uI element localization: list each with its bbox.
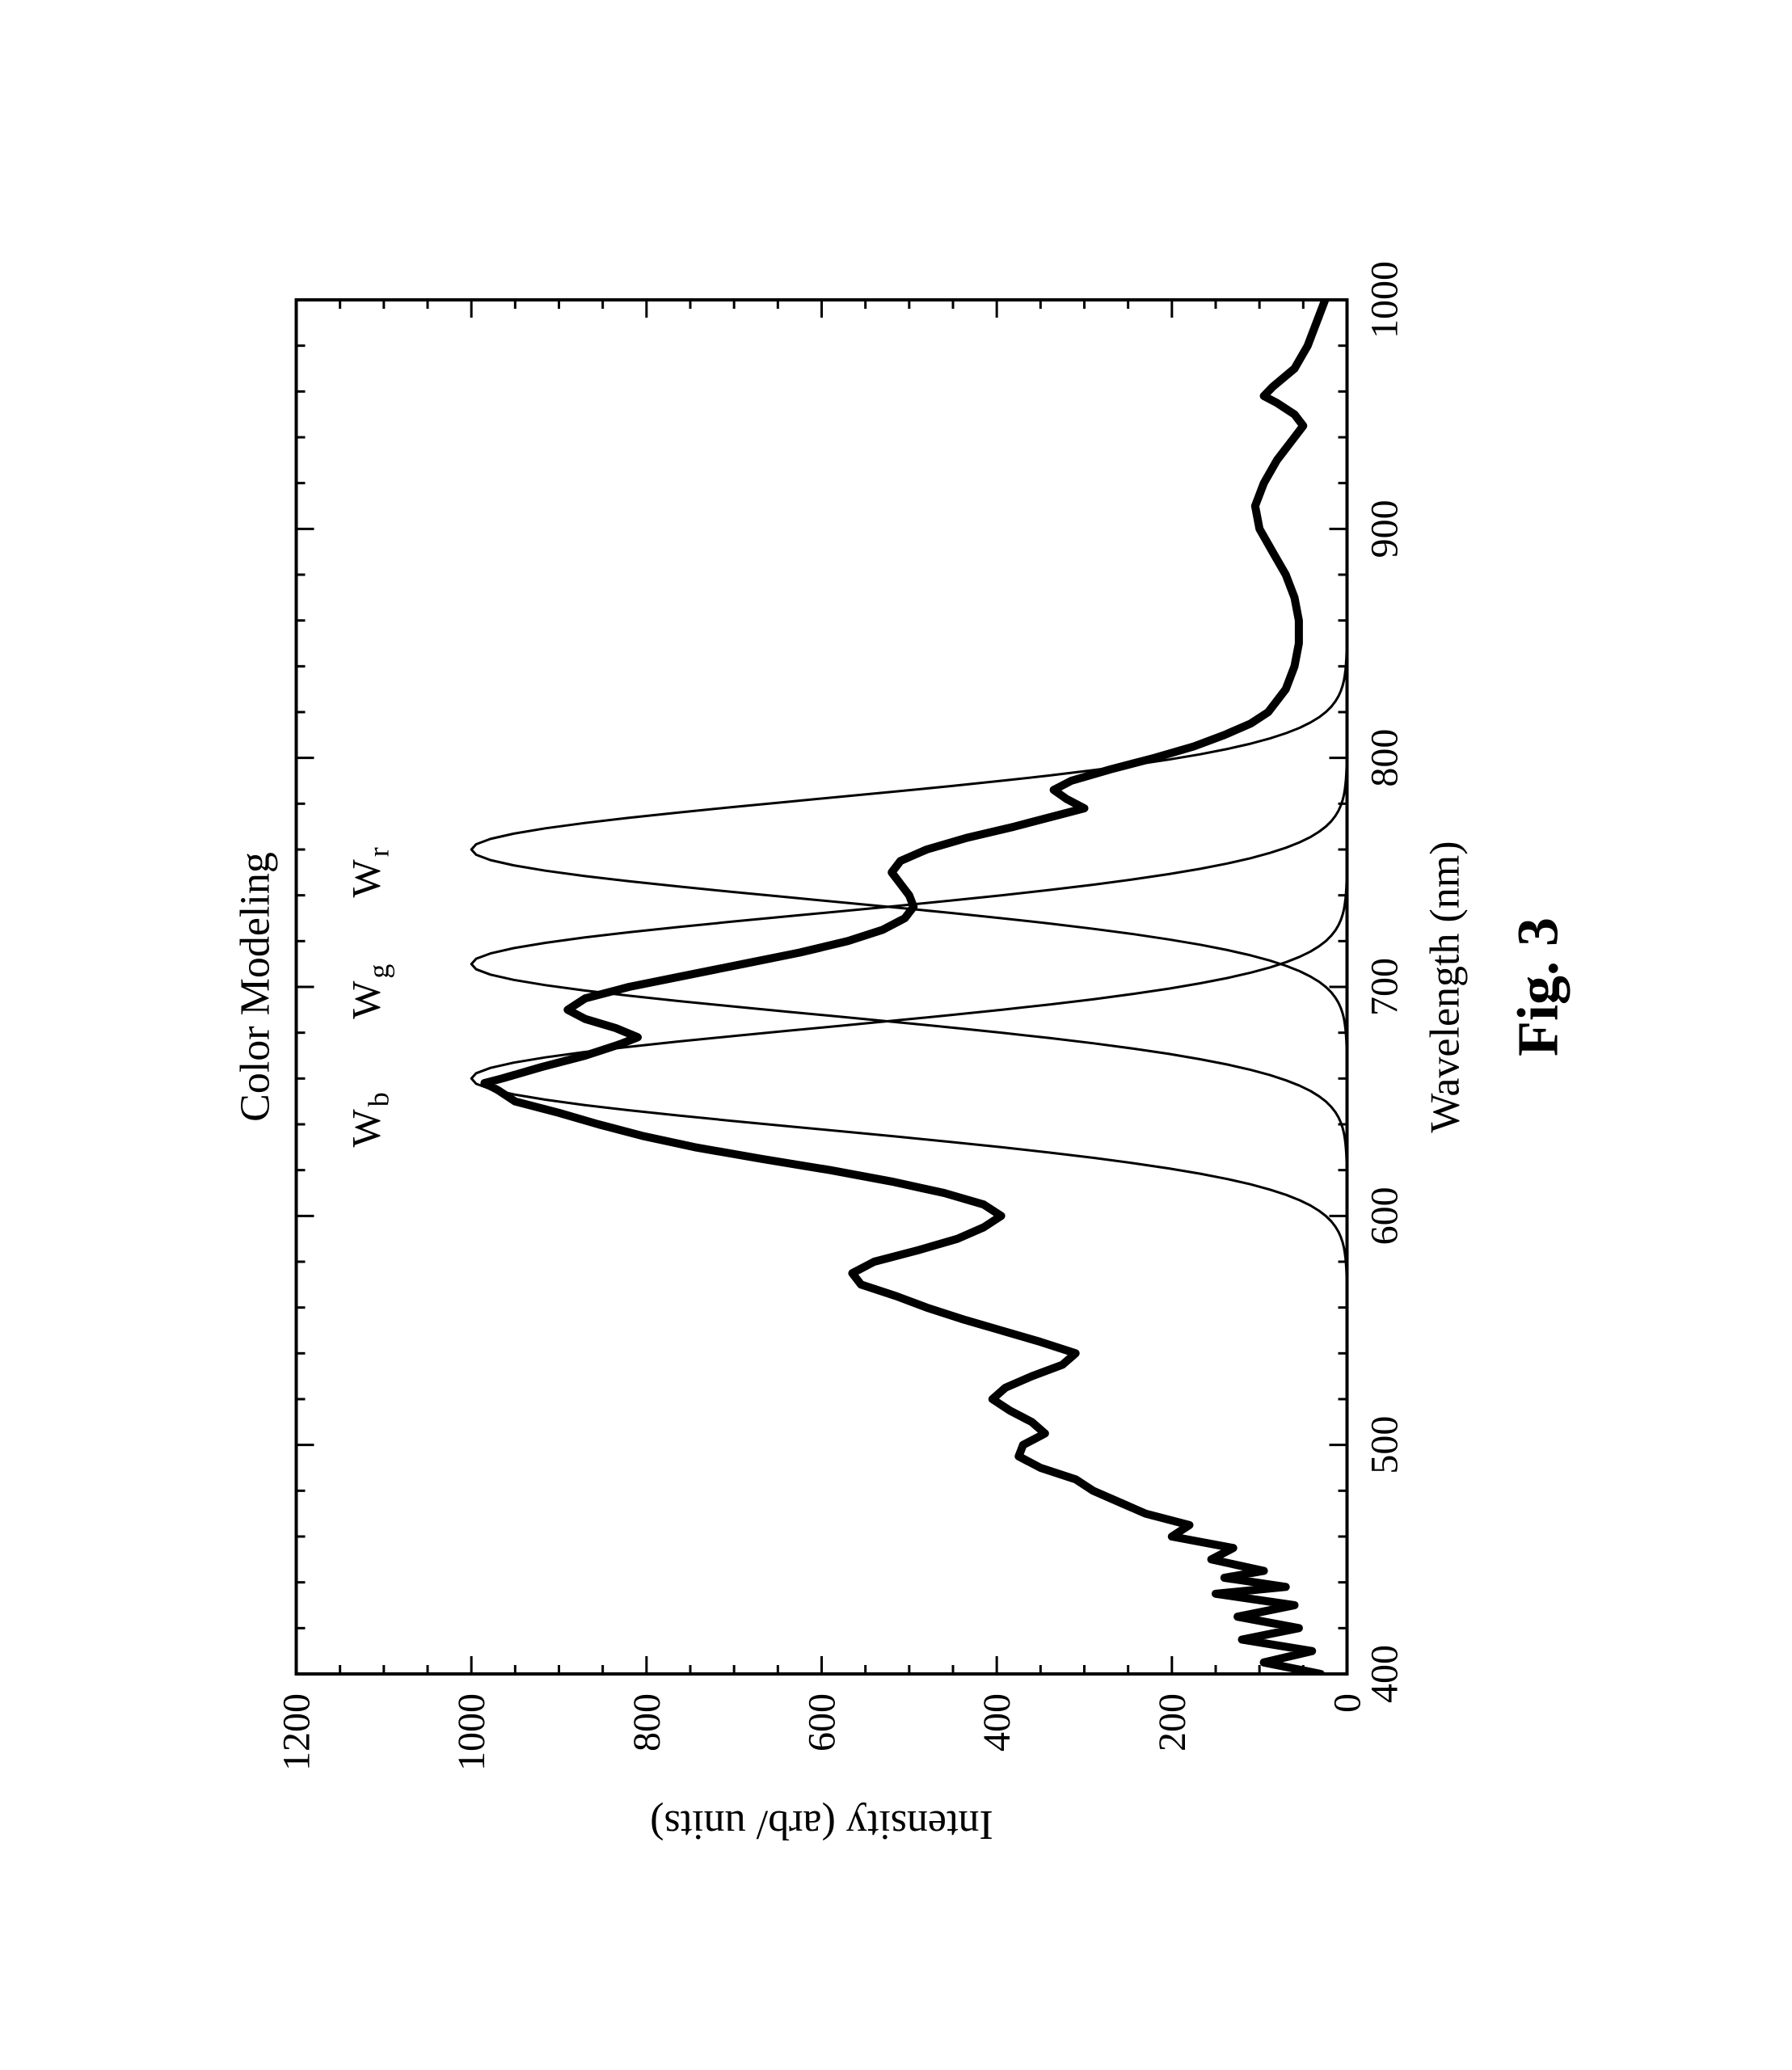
ytick-label: 600 — [800, 1693, 843, 1752]
ytick-label: 1200 — [275, 1693, 318, 1771]
ytick-label: 200 — [1150, 1693, 1193, 1752]
xtick-label: 500 — [1363, 1415, 1406, 1473]
xtick-label: 800 — [1363, 728, 1406, 786]
xtick-label: 700 — [1363, 958, 1406, 1016]
ytick-label: 0 — [1326, 1693, 1368, 1713]
xtick-label: 1000 — [1363, 261, 1406, 339]
chart-background — [199, 187, 1589, 1884]
figure-caption: Fig. 3 — [1505, 917, 1570, 1056]
chart-title: Color Modeling — [232, 852, 278, 1122]
y-axis-label: Intensity (arb/ units) — [650, 1802, 993, 1848]
x-axis-label: Wavelength (nm) — [1422, 841, 1468, 1132]
ytick-label: 800 — [625, 1693, 668, 1752]
xtick-label: 600 — [1363, 1187, 1406, 1245]
rotated-figure: 400 500 600 700 800 900 1000 0 200 400 600 800 1000 1… — [199, 187, 1593, 1884]
chart: 400 500 600 700 800 900 1000 0 200 400 600 800 1000 1… — [199, 187, 1589, 1884]
xtick-label: 400 — [1363, 1645, 1406, 1703]
ytick-label: 1000 — [450, 1693, 493, 1771]
ytick-label: 400 — [976, 1693, 1018, 1752]
xtick-label: 900 — [1363, 500, 1406, 558]
